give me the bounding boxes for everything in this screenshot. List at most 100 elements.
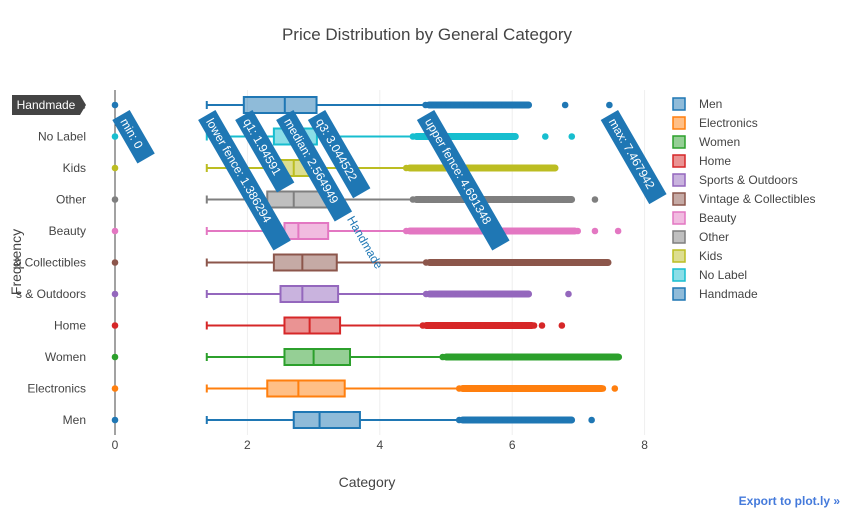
outlier-point <box>456 322 464 329</box>
outlier-point <box>493 385 500 392</box>
outlier-point <box>451 322 459 329</box>
outlier-point <box>614 227 622 235</box>
outlier-point <box>459 101 466 109</box>
outlier-point <box>475 322 482 329</box>
outlier-point <box>543 416 551 424</box>
outlier-point <box>467 353 474 361</box>
legend-item[interactable]: Kids <box>672 249 722 263</box>
y-tick-labels: Men Electronics Women Home s & Outdoors & Col… <box>13 98 86 427</box>
outlier-point <box>548 416 556 424</box>
outlier-point <box>568 133 576 140</box>
outlier-point <box>450 259 458 266</box>
outlier-point <box>516 385 523 392</box>
outlier-point <box>603 259 611 266</box>
outlier-point <box>467 227 475 235</box>
legend[interactable]: Men Electronics Women Home Sports & Outdoors… <box>672 97 816 301</box>
legend-label: Women <box>699 135 740 149</box>
box-iqr <box>266 379 346 398</box>
y-tick-label: Electronics <box>27 382 86 396</box>
legend-item[interactable]: Other <box>672 230 729 244</box>
outlier-point <box>553 196 560 203</box>
box-iqr <box>283 348 352 366</box>
outlier-point <box>524 259 532 266</box>
outlier-point <box>450 101 457 109</box>
outlier-point <box>569 227 577 235</box>
y-tick-label: Men <box>63 413 86 427</box>
outlier-point <box>482 101 490 109</box>
outlier-point <box>606 353 613 361</box>
export-to-plotly-link[interactable]: Export to plot.ly » <box>738 494 840 508</box>
outlier-point <box>483 259 490 266</box>
outlier-point <box>418 196 426 203</box>
outlier-point <box>427 259 435 266</box>
legend-item[interactable]: Women <box>672 135 740 149</box>
outlier-point <box>560 227 568 235</box>
outlier-point <box>516 322 524 329</box>
outlier-point <box>451 133 458 140</box>
outlier-point <box>502 322 510 329</box>
outlier-point <box>539 416 546 424</box>
legend-item[interactable]: Electronics <box>672 116 758 130</box>
box-traces[interactable] <box>111 96 623 429</box>
legend-item[interactable]: Handmade <box>672 287 758 301</box>
x-tick-label: 2 <box>244 438 251 452</box>
outlier-point <box>565 227 572 235</box>
legend-item[interactable]: No Label <box>672 268 747 282</box>
outlier-point <box>546 164 554 172</box>
legend-item[interactable]: Sports & Outdoors <box>672 173 798 187</box>
outlier-point <box>520 196 528 203</box>
hover-category-text: Handmade <box>17 98 76 112</box>
outlier-point <box>516 416 523 424</box>
outlier-point <box>519 101 527 109</box>
outlier-point <box>523 164 531 172</box>
outlier-point <box>576 385 584 392</box>
outlier-point <box>430 164 438 172</box>
outlier-point <box>427 290 435 298</box>
hover-label-box <box>416 110 510 251</box>
outlier-point <box>610 353 618 361</box>
outlier-point <box>567 385 574 392</box>
outlier-point <box>447 322 454 329</box>
outlier-point <box>502 385 509 392</box>
outlier-point <box>515 290 523 298</box>
outlier-point <box>534 385 542 392</box>
box-iqr <box>242 96 318 114</box>
outlier-point <box>555 227 563 235</box>
outlier-point <box>539 385 546 392</box>
legend-item[interactable]: Vintage & Collectibles <box>672 192 816 206</box>
outlier-point <box>539 196 546 203</box>
outlier-point <box>458 227 466 235</box>
outlier-point <box>440 101 448 109</box>
outlier-point <box>412 164 419 172</box>
outlier-point <box>578 353 586 361</box>
outlier-point <box>493 322 501 329</box>
y-tick-label: s & Outdoors <box>16 287 86 301</box>
outlier-point <box>483 385 491 392</box>
outlier-point <box>464 290 472 298</box>
outlier-point <box>542 227 549 235</box>
y-tick-label: Beauty <box>49 224 86 238</box>
outlier-point <box>449 227 456 235</box>
outlier-point <box>500 164 507 172</box>
outlier-point <box>432 259 439 266</box>
outlier-point <box>551 164 558 172</box>
outlier-point <box>541 353 548 361</box>
outlier-point <box>534 416 542 424</box>
outlier-point <box>562 196 570 203</box>
hover-category-label: Handmade <box>12 95 86 115</box>
legend-item[interactable]: Beauty <box>672 211 736 225</box>
outlier-point <box>460 385 468 392</box>
outlier-point <box>407 164 415 172</box>
legend-swatch <box>672 154 686 168</box>
outlier-point <box>423 196 431 203</box>
legend-item[interactable]: Home <box>672 154 731 168</box>
outlier-point <box>493 133 500 140</box>
outlier-point <box>497 385 505 392</box>
legend-item[interactable]: Men <box>672 97 722 111</box>
outlier-point <box>464 259 472 266</box>
outlier-point <box>495 164 503 172</box>
outlier-point <box>499 353 507 361</box>
legend-swatch <box>672 230 686 244</box>
outlier-point <box>596 353 604 361</box>
outlier-point <box>469 416 477 424</box>
